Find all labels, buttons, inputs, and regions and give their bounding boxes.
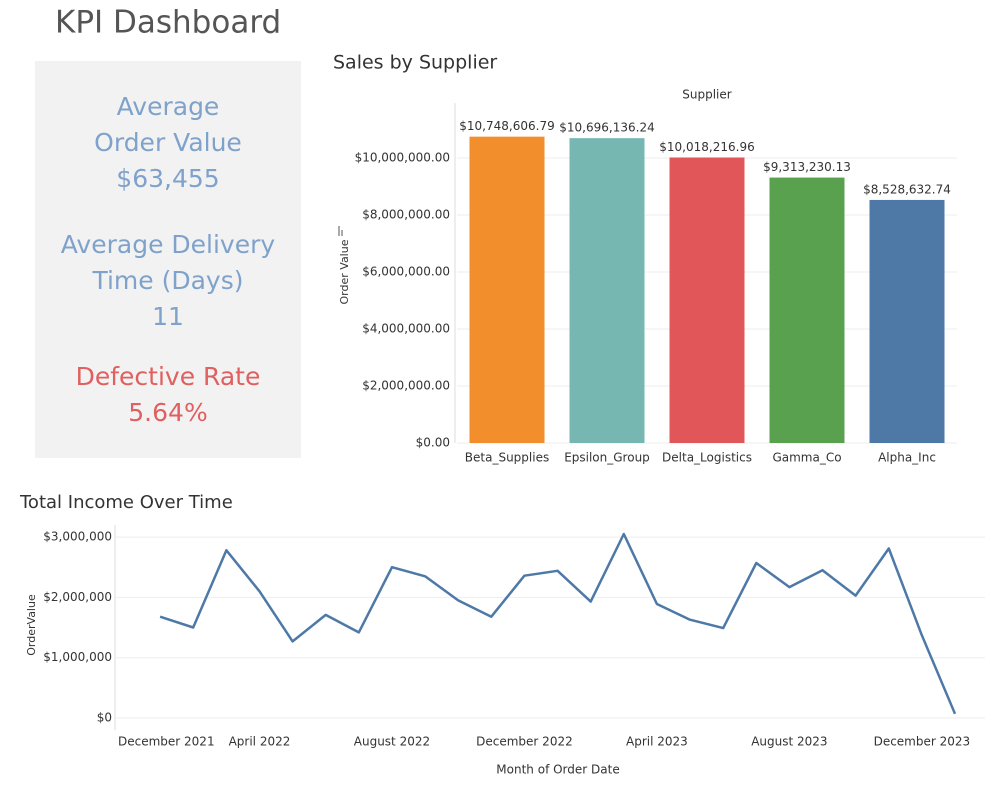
x-tick-label: August 2023 xyxy=(751,735,827,749)
value-label: $9,313,230.13 xyxy=(763,160,851,174)
kpi-label: Average Order Value xyxy=(94,92,242,157)
x-tick-label: Gamma_Co xyxy=(772,451,841,465)
chart-title: Total Income Over Time xyxy=(19,492,233,513)
y-tick-label: $0.00 xyxy=(416,436,450,450)
x-axis-label: Month of Order Date xyxy=(496,763,619,777)
kpi-value: 11 xyxy=(152,302,184,331)
x-tick-label: April 2022 xyxy=(229,735,291,749)
x-tick-label: April 2023 xyxy=(626,735,688,749)
x-tick-label: Alpha_Inc xyxy=(878,451,936,465)
x-tick-label: Epsilon_Group xyxy=(564,451,650,465)
x-tick-label: Beta_Supplies xyxy=(465,451,549,465)
y-tick-label: $10,000,000.00 xyxy=(355,151,450,165)
kpi: Average Order Value $63,455 xyxy=(35,89,301,197)
y-tick-label: $0 xyxy=(97,711,112,725)
x-tick-label: August 2022 xyxy=(354,735,430,749)
kpi-panel: Average Order Value $63,455 Average Deli… xyxy=(35,61,301,458)
x-tick-label: December 2021 xyxy=(118,735,215,749)
y-tick-label: $4,000,000.00 xyxy=(362,322,450,336)
x-tick-label: December 2023 xyxy=(874,735,971,749)
bar xyxy=(669,157,745,443)
kpi-label: Average Delivery Time (Days) xyxy=(60,230,276,295)
bar xyxy=(569,138,645,444)
kpi-label: Defective Rate xyxy=(75,362,261,391)
y-tick-label: $1,000,000 xyxy=(43,650,112,664)
bar xyxy=(869,199,945,443)
y-tick-label: $2,000,000 xyxy=(43,590,112,604)
dashboard-title: KPI Dashboard xyxy=(55,5,281,41)
line xyxy=(159,532,957,715)
x-tick-label: December 2022 xyxy=(476,735,573,749)
value-label: $8,528,632.74 xyxy=(863,182,951,196)
bar xyxy=(469,136,545,443)
kpi-value: 5.64% xyxy=(128,398,208,427)
value-label: $10,018,216.96 xyxy=(659,140,754,154)
y-axis-label: Order Value xyxy=(338,239,351,304)
y-tick-label: $6,000,000.00 xyxy=(362,265,450,279)
kpi: Defective Rate 5.64% xyxy=(35,359,301,431)
column-header: Supplier xyxy=(682,88,732,102)
value-label: $10,748,606.79 xyxy=(459,119,554,133)
y-axis-label: OrderValue xyxy=(25,594,38,656)
y-tick-label: $8,000,000.00 xyxy=(362,208,450,222)
x-tick-label: Delta_Logistics xyxy=(662,451,752,465)
value-label: $10,696,136.24 xyxy=(559,121,654,135)
kpi: Average Delivery Time (Days) 11 xyxy=(35,227,301,335)
kpi-value: $63,455 xyxy=(116,164,220,193)
y-tick-label: $2,000,000.00 xyxy=(362,379,450,393)
chart-title: Sales by Supplier xyxy=(333,52,497,74)
sort-icon xyxy=(338,226,343,236)
bar xyxy=(769,177,845,443)
y-tick-label: $3,000,000 xyxy=(43,530,112,544)
